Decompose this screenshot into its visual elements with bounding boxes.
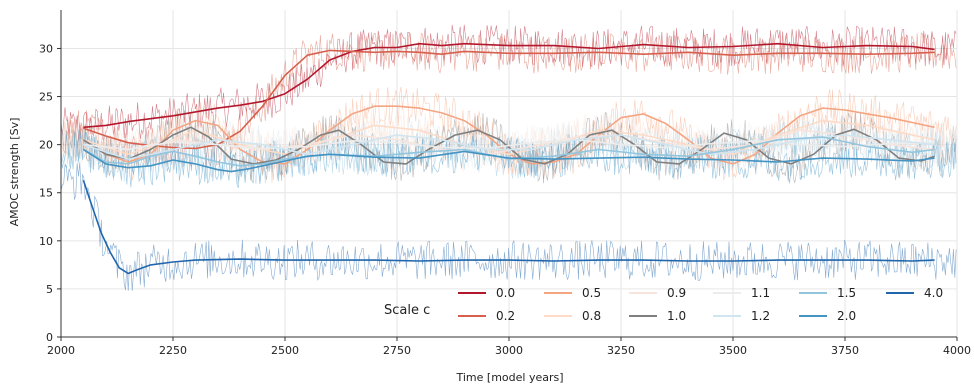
series-line-0.8	[83, 119, 935, 156]
axes: 2000 2250 2500 2750 3000 3250 3500 3750 4000 0 5 10…	[39, 10, 971, 357]
legend-label: 0.9	[667, 286, 686, 300]
y-tick-label: 20	[39, 139, 53, 152]
series-line-1.2	[83, 134, 935, 160]
x-tick-label: 3750	[831, 344, 859, 357]
legend-entry: 1.1	[713, 286, 770, 300]
legend-label: 4.0	[924, 286, 943, 300]
x-tick-label: 4000	[943, 344, 971, 357]
legend-label: 1.0	[667, 309, 686, 323]
legend-label: 0.0	[496, 286, 515, 300]
y-tick-label: 30	[39, 42, 53, 55]
legend-label: 1.2	[751, 309, 770, 323]
legend-entry: 1.2	[713, 309, 770, 323]
legend-entry: 0.2	[458, 309, 515, 323]
raw-trace-0.9	[60, 114, 957, 173]
raw-trace-0.0	[60, 24, 957, 143]
raw-trace-2.0	[60, 130, 957, 189]
legend-entry: 1.0	[629, 309, 686, 323]
y-tick-label: 5	[46, 283, 53, 296]
smoothed-series-layer	[82, 42, 935, 275]
x-tick-label: 2250	[159, 344, 187, 357]
legend-entry: 0.8	[544, 309, 601, 323]
series-line-4.0	[82, 179, 935, 275]
raw-trace-4.0	[60, 162, 957, 291]
series-line-0.2	[83, 49, 935, 150]
legend-entry: 2.0	[799, 309, 856, 323]
series-line-1.1	[83, 139, 935, 151]
y-tick-label: 0	[46, 331, 53, 344]
legend-label: 1.1	[751, 286, 770, 300]
legend-title: Scale c	[384, 303, 430, 318]
legend-entry: 1.5	[799, 286, 856, 300]
x-axis-title: Time [model years]	[455, 371, 563, 384]
raw-trace-0.5	[60, 86, 957, 183]
x-tick-label: 3000	[495, 344, 523, 357]
y-tick-label: 25	[39, 91, 53, 104]
series-line-0.0	[83, 42, 935, 129]
legend-entry: 4.0	[886, 286, 943, 300]
legend: Scale c 0.0 0.2 0.5 0.8 0.9 1.0 1.1 1.2 1.5 2.0 4.…	[384, 286, 943, 323]
x-tick-label: 3250	[607, 344, 635, 357]
x-tick-label: 2500	[271, 344, 299, 357]
legend-label: 1.5	[837, 286, 856, 300]
legend-entry: 0.0	[458, 286, 515, 300]
x-tick-label: 2000	[47, 344, 75, 357]
y-tick-label: 10	[39, 235, 53, 248]
legend-label: 2.0	[837, 309, 856, 323]
series-line-2.0	[82, 148, 935, 173]
y-tick-label: 15	[39, 187, 53, 200]
y-axis-title: AMOC strength [Sv]	[8, 118, 21, 227]
x-tick-label: 3500	[719, 344, 747, 357]
x-tick-label: 2750	[383, 344, 411, 357]
legend-entry: 0.5	[544, 286, 601, 300]
legend-entry: 0.9	[629, 286, 686, 300]
legend-label: 0.5	[582, 286, 601, 300]
legend-label: 0.2	[496, 309, 515, 323]
legend-label: 0.8	[582, 309, 601, 323]
series-line-1.5	[83, 136, 935, 167]
